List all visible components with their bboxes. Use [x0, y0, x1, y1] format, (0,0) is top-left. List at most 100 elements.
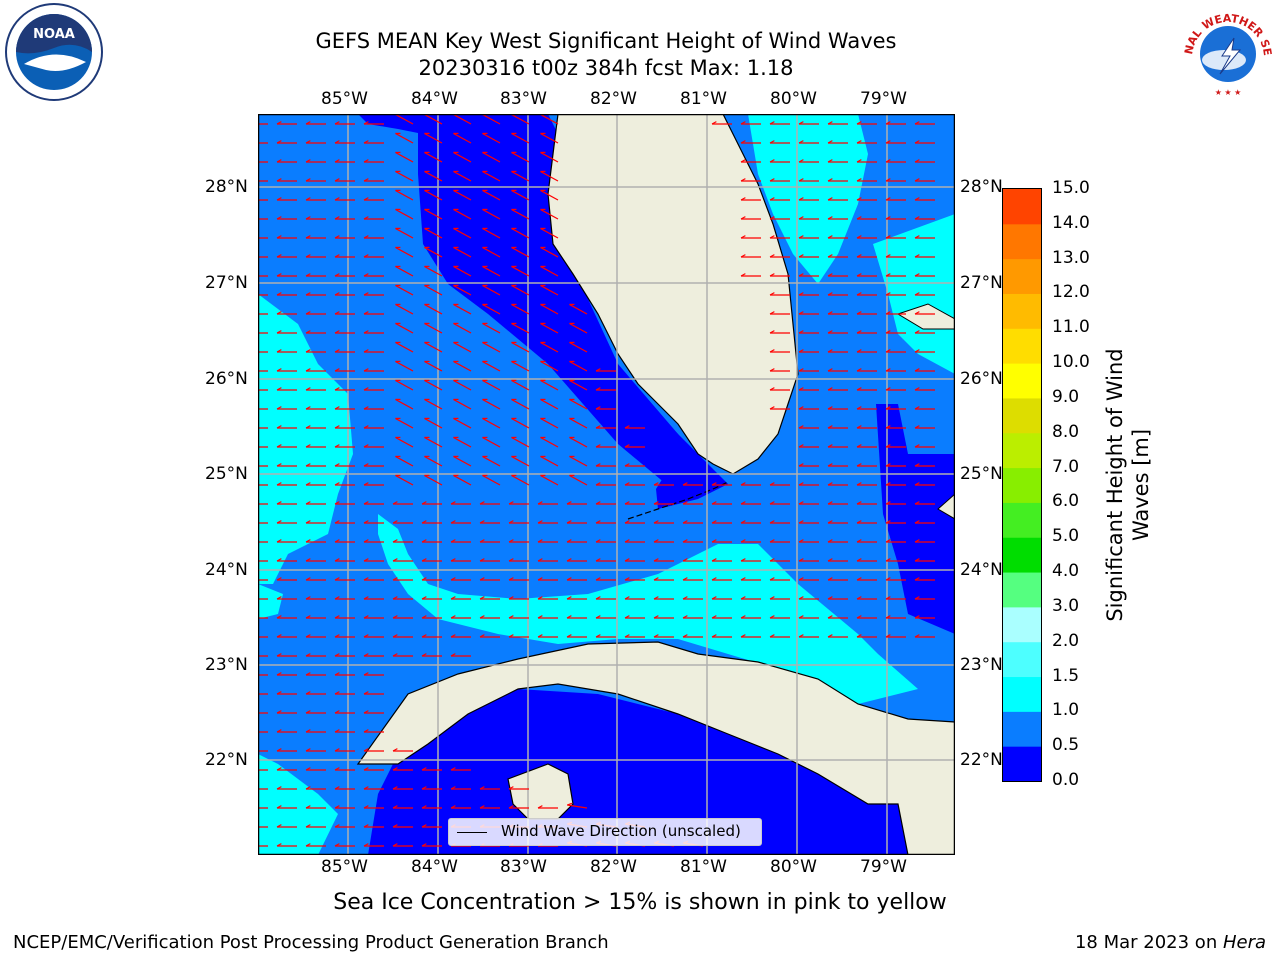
- wave-direction-arrow: [334, 387, 355, 391]
- wave-direction-arrow: [334, 615, 355, 619]
- wave-direction-arrow: [305, 501, 326, 505]
- wave-direction-arrow: [711, 539, 732, 543]
- wave-direction-arrow: [540, 398, 559, 410]
- colorbar-segment: [1003, 711, 1041, 747]
- wave-direction-arrow: [258, 541, 268, 543]
- wave-direction-arrow: [424, 322, 443, 334]
- wave-direction-arrow: [334, 786, 355, 790]
- colorbar-tick-label: 9.0: [1052, 386, 1080, 407]
- wave-direction-arrow: [769, 539, 790, 543]
- wave-direction-arrow: [453, 265, 472, 277]
- wave-direction-arrow: [424, 379, 443, 391]
- wave-direction-arrow: [450, 539, 471, 543]
- wave-direction-arrow: [653, 482, 674, 486]
- wave-direction-arrow: [258, 674, 268, 676]
- wave-direction-arrow: [334, 539, 355, 543]
- wave-direction-arrow: [595, 444, 616, 448]
- wave-direction-arrow: [856, 634, 877, 638]
- wave-direction-arrow: [798, 197, 819, 201]
- wave-direction-arrow: [395, 151, 414, 163]
- wave-direction-arrow: [540, 417, 559, 429]
- wave-direction-arrow: [305, 159, 326, 163]
- wave-height-map: [258, 114, 955, 855]
- wave-direction-arrow: [827, 482, 848, 486]
- wave-direction-arrow: [798, 216, 819, 220]
- wave-direction-arrow: [258, 560, 268, 562]
- wave-direction-arrow: [276, 539, 297, 543]
- wave-direction-arrow: [856, 596, 877, 600]
- wave-direction-arrow: [305, 653, 326, 657]
- wave-direction-arrow: [421, 558, 442, 562]
- wave-direction-arrow: [914, 292, 935, 296]
- wave-direction-arrow: [363, 197, 384, 201]
- wave-direction-arrow: [258, 503, 268, 505]
- wave-direction-arrow: [914, 501, 935, 505]
- colorbar-segment: [1003, 676, 1041, 712]
- wave-direction-arrow: [334, 596, 355, 600]
- wave-direction-arrow: [453, 227, 472, 239]
- wave-direction-arrow: [305, 444, 326, 448]
- wave-direction-arrow: [540, 208, 559, 220]
- wave-direction-arrow: [569, 379, 588, 391]
- wave-direction-arrow: [798, 520, 819, 524]
- wave-direction-arrow: [424, 455, 443, 467]
- wave-direction-arrow: [914, 596, 935, 600]
- wave-direction-arrow: [711, 520, 732, 524]
- wave-direction-arrow: [421, 805, 442, 809]
- wave-direction-arrow: [450, 653, 471, 657]
- wave-direction-arrow: [334, 235, 355, 239]
- wave-direction-arrow: [305, 824, 326, 828]
- wave-direction-arrow: [395, 417, 414, 429]
- wave-direction-arrow: [740, 577, 761, 581]
- wave-direction-arrow: [798, 463, 819, 467]
- wave-direction-arrow: [827, 425, 848, 429]
- wave-direction-arrow: [424, 398, 443, 410]
- wave-direction-arrow: [363, 767, 384, 771]
- colorbar-label-line1: Significant Height of Wind: [1103, 348, 1127, 622]
- wave-direction-arrow: [258, 712, 268, 714]
- lat-label-right: 25°N: [960, 464, 1003, 484]
- wave-direction-arrow: [511, 208, 530, 220]
- wave-direction-arrow: [276, 615, 297, 619]
- wave-direction-arrow: [537, 577, 558, 581]
- wave-direction-arrow: [653, 634, 674, 638]
- wave-direction-arrow: [395, 265, 414, 277]
- wave-direction-arrow: [511, 303, 530, 315]
- wave-direction-arrow: [450, 805, 471, 809]
- wave-direction-arrow: [453, 322, 472, 334]
- wave-direction-arrow: [798, 159, 819, 163]
- wave-direction-arrow: [479, 634, 500, 638]
- wave-direction-arrow: [569, 360, 588, 372]
- wave-direction-arrow: [885, 121, 906, 125]
- wave-direction-arrow: [305, 330, 326, 334]
- wave-direction-arrow: [653, 539, 674, 543]
- wave-direction-arrow: [740, 235, 761, 239]
- wave-direction-arrow: [885, 330, 906, 334]
- colorbar-segment: [1003, 606, 1041, 643]
- wave-direction-arrow: [914, 634, 935, 638]
- wave-direction-arrow: [305, 406, 326, 410]
- map-title: GEFS MEAN Key West Significant Height of…: [315, 29, 897, 53]
- wave-direction-arrow: [653, 558, 674, 562]
- wave-direction-arrow: [740, 178, 761, 182]
- wave-direction-arrow: [276, 216, 297, 220]
- wave-direction-arrow: [305, 843, 326, 847]
- wave-direction-arrow: [511, 265, 530, 277]
- lat-label-right: 24°N: [960, 560, 1003, 580]
- wave-direction-arrow: [540, 189, 559, 201]
- wave-direction-arrow: [424, 189, 443, 201]
- wave-direction-arrow: [827, 140, 848, 144]
- wave-direction-arrow: [856, 254, 877, 258]
- wave-direction-arrow: [595, 425, 616, 429]
- wave-direction-arrow: [450, 501, 471, 505]
- wave-direction-arrow: [856, 197, 877, 201]
- wave-direction-arrow: [566, 596, 587, 600]
- wave-direction-arrow: [395, 227, 414, 239]
- wave-direction-arrow: [682, 482, 703, 486]
- wave-direction-arrow: [276, 425, 297, 429]
- wave-direction-arrow: [511, 341, 530, 353]
- wave-direction-arrow: [363, 824, 384, 828]
- wave-direction-arrow: [711, 121, 732, 125]
- lat-label-left: 24°N: [205, 560, 248, 580]
- wave-direction-arrow: [450, 786, 471, 790]
